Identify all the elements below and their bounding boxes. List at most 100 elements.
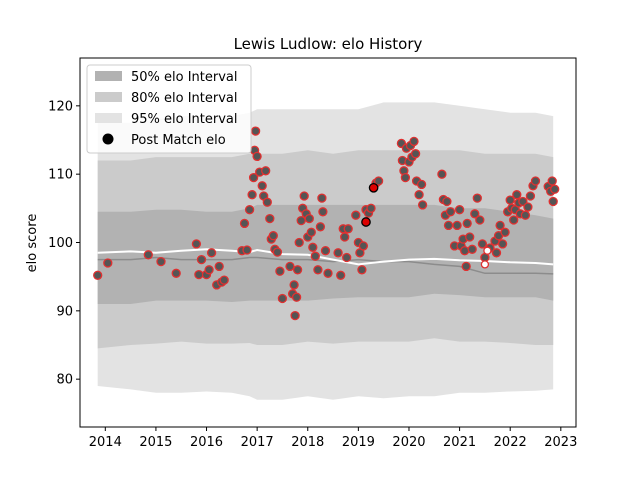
y-axis-ticks: 80 90 100 110 120 bbox=[48, 99, 80, 388]
post-match-point bbox=[509, 215, 519, 225]
legend-box bbox=[86, 64, 252, 154]
post-match-point bbox=[460, 246, 470, 256]
post-match-point bbox=[194, 269, 204, 280]
post-match-point bbox=[495, 220, 505, 231]
post-match-point bbox=[452, 220, 462, 231]
post-match-point bbox=[310, 251, 320, 261]
post-match-point bbox=[491, 248, 502, 258]
post-match-point bbox=[248, 172, 259, 183]
post-match-point bbox=[437, 169, 447, 179]
post-match-point bbox=[525, 191, 536, 201]
post-match-point bbox=[550, 184, 560, 194]
post-match-point bbox=[461, 261, 471, 272]
post-match-point bbox=[257, 181, 267, 191]
post-match-point bbox=[548, 196, 558, 207]
post-match-point bbox=[520, 210, 531, 220]
median-line bbox=[97, 256, 554, 275]
trend-lines bbox=[97, 248, 554, 275]
post-match-point bbox=[475, 215, 485, 225]
post-match-point bbox=[400, 172, 411, 183]
x-tick-label: 2021 bbox=[443, 435, 476, 450]
x-tick-label: 2015 bbox=[139, 435, 172, 450]
post-match-point bbox=[290, 310, 300, 321]
post-match-point bbox=[547, 176, 557, 186]
post-match-point bbox=[304, 213, 314, 224]
post-match-point bbox=[477, 239, 488, 249]
mean-line bbox=[97, 248, 554, 266]
x-tick-label: 2014 bbox=[89, 435, 122, 450]
post-match-point bbox=[171, 268, 181, 278]
post-match-point bbox=[470, 209, 480, 219]
post-match-point bbox=[299, 191, 309, 201]
post-match-point bbox=[291, 292, 302, 302]
post-match-point bbox=[289, 280, 299, 290]
x-tick-label: 2020 bbox=[392, 435, 425, 450]
post-match-point bbox=[318, 207, 328, 217]
post-match-point bbox=[294, 237, 304, 248]
post-match-point bbox=[317, 193, 327, 203]
open-point bbox=[480, 260, 490, 269]
post-match-point bbox=[306, 227, 316, 237]
post-match-point bbox=[219, 275, 229, 285]
y-tick-label: 90 bbox=[56, 304, 73, 319]
post-match-point bbox=[214, 261, 224, 272]
post-match-point bbox=[196, 254, 207, 265]
post-match-point bbox=[467, 244, 477, 254]
post-match-point bbox=[262, 197, 272, 207]
post-match-point bbox=[277, 293, 288, 304]
post-match-point bbox=[268, 231, 278, 241]
y-tick-label: 100 bbox=[48, 236, 73, 251]
post-match-point bbox=[500, 227, 510, 237]
post-match-point bbox=[275, 266, 285, 276]
post-match-point bbox=[442, 196, 452, 207]
post-match-point bbox=[315, 222, 326, 232]
post-match-point bbox=[416, 179, 427, 190]
y-tick-label: 110 bbox=[48, 168, 73, 183]
post-match-point bbox=[261, 166, 271, 176]
post-match-point bbox=[265, 213, 275, 224]
post-match-point bbox=[206, 248, 217, 258]
legend-label-post-match: Post Match elo bbox=[131, 133, 226, 148]
post-match-point bbox=[292, 265, 303, 275]
legend-swatch-80 bbox=[95, 92, 122, 102]
post-match-point bbox=[239, 218, 250, 229]
post-match-point bbox=[414, 190, 424, 200]
post-match-point bbox=[454, 205, 465, 215]
legend-swatch-95 bbox=[95, 113, 122, 123]
post-match-point bbox=[313, 265, 323, 275]
post-match-point bbox=[244, 205, 255, 215]
plot-area bbox=[93, 102, 560, 400]
post-match-point bbox=[340, 232, 350, 242]
post-match-point bbox=[530, 176, 541, 186]
x-tick-label: 2022 bbox=[494, 435, 527, 450]
post-match-points bbox=[93, 126, 560, 321]
legend-label-95: 95% elo Interval bbox=[131, 112, 238, 127]
post-match-point bbox=[523, 202, 533, 212]
post-match-point bbox=[308, 242, 318, 252]
post-match-point bbox=[342, 252, 352, 263]
legend: 50% elo Interval 80% elo Interval 95% el… bbox=[86, 64, 252, 154]
legend-marker-post-match bbox=[102, 133, 114, 145]
post-match-point bbox=[366, 203, 376, 213]
y-tick-label: 120 bbox=[48, 99, 73, 114]
x-tick-label: 2019 bbox=[342, 435, 375, 450]
x-tick-label: 2017 bbox=[241, 435, 274, 450]
y-tick-label: 80 bbox=[56, 373, 73, 388]
open-point bbox=[483, 246, 492, 255]
post-match-point bbox=[333, 248, 343, 258]
post-match-point bbox=[351, 210, 361, 220]
post-match-point bbox=[373, 176, 384, 186]
post-match-point bbox=[272, 247, 283, 257]
x-tick-label: 2018 bbox=[291, 435, 324, 450]
post-match-point bbox=[103, 258, 113, 268]
post-match-point bbox=[247, 190, 257, 200]
highlighted-point bbox=[368, 182, 379, 193]
post-match-point bbox=[417, 200, 428, 210]
post-match-point bbox=[143, 250, 153, 260]
post-match-point bbox=[410, 149, 421, 159]
post-match-point bbox=[465, 232, 475, 242]
post-match-point bbox=[93, 270, 103, 280]
x-axis-ticks: 2014 2015 2016 2017 2018 2019 2020 2021 2022 2023 bbox=[89, 427, 577, 450]
chart-title: Lewis Ludlow: elo History bbox=[234, 35, 423, 53]
post-match-point bbox=[343, 224, 353, 234]
